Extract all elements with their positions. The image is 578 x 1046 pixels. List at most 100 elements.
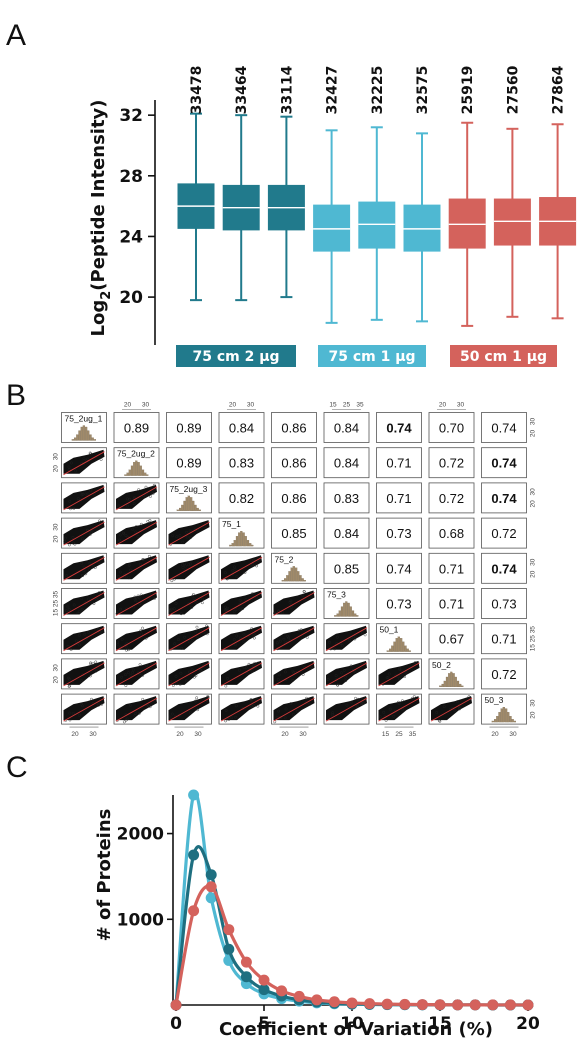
histogram-bar [334, 615, 337, 617]
left-tick-label: 20 [53, 465, 60, 473]
correlation-cell [481, 447, 527, 479]
scatter-point [190, 606, 194, 609]
scatter-cloud [116, 484, 157, 509]
histogram-bar [93, 439, 97, 441]
matrix-cell-8-6 [376, 693, 422, 725]
right-tick-label: 15 [530, 644, 537, 652]
scatter-point [224, 607, 228, 611]
histogram-bar [395, 638, 398, 652]
histogram-bar [87, 430, 90, 441]
histogram-bar [80, 426, 83, 441]
histogram-bar [78, 430, 81, 441]
scatter-point [116, 574, 120, 578]
histogram-bar [187, 495, 190, 511]
scatter-point [170, 712, 174, 716]
scatter-point [68, 718, 72, 722]
fit-line [115, 697, 158, 722]
scatter-point [302, 590, 306, 593]
scatter-point [223, 605, 227, 609]
correlation-cell [113, 412, 160, 443]
scatter-point [141, 673, 145, 677]
scatter-cloud [221, 696, 262, 721]
scatter-point [277, 709, 281, 713]
scatter-point [98, 519, 101, 523]
top-tick-label: 20 [439, 402, 447, 409]
scatter-point [385, 676, 389, 680]
histogram-bar [400, 638, 403, 652]
scatter-point [173, 577, 176, 581]
histogram-bar [445, 676, 449, 688]
scatter-point [224, 719, 227, 723]
scatter-point [84, 601, 88, 605]
histogram-bar [509, 716, 512, 723]
scatter-point [250, 669, 254, 673]
scatter-point [382, 710, 386, 714]
matrix-cell-1-0 [61, 447, 107, 479]
scatter-point [69, 648, 73, 651]
fit-line [168, 592, 210, 616]
sample-label: 75_2ug_1 [65, 414, 103, 424]
fit-line [273, 627, 315, 652]
scatter-point [72, 541, 75, 545]
scatter-point [76, 611, 80, 615]
scatter-point [251, 558, 255, 562]
correlation-cell [428, 482, 475, 514]
correlation-value: 0.74 [491, 561, 517, 576]
histogram-bar [459, 683, 462, 688]
box-series [177, 112, 577, 327]
matrix-cell-8-7 [428, 693, 475, 725]
correlation-cell [481, 658, 527, 690]
y-axis-title: Log2(Peptide Intensity) [88, 99, 114, 336]
x-tick-label-c: 10 [340, 1014, 364, 1034]
scatter-point [453, 709, 457, 712]
matrix-cell-3-3: 75_1 [218, 517, 265, 549]
scatter-cloud [63, 449, 105, 474]
scatter-point [435, 711, 439, 714]
scatter-point [224, 709, 228, 712]
histogram-bar [251, 544, 254, 547]
scatter-point [301, 673, 305, 676]
scatter-point [353, 634, 357, 638]
scatter-point [242, 632, 246, 636]
matrix-cell-0-6: 0.74 [376, 412, 422, 443]
matrix-cell-6-7: 0.67 [428, 623, 475, 655]
histogram-bar [128, 469, 131, 476]
scatter-point [348, 638, 351, 642]
histogram-bar [231, 543, 234, 547]
histogram-bar [354, 613, 357, 617]
scatter-point [171, 534, 175, 538]
scatter-cloud [116, 696, 157, 721]
histogram-bar [496, 716, 499, 723]
x-tick-label-c: 5 [258, 1014, 270, 1034]
histogram-bar [500, 708, 503, 723]
matrix-cell-2-0 [61, 482, 107, 514]
group-label: 75 cm 2 µg [192, 349, 279, 365]
box-4 [313, 129, 351, 324]
iqr-box [448, 198, 486, 249]
scatter-point [86, 597, 90, 601]
scatter-point [124, 645, 128, 649]
scatter-point [87, 630, 91, 634]
correlation-value: 0.74 [491, 421, 516, 436]
scatter-cloud [326, 696, 367, 721]
scatter-point [287, 636, 290, 640]
matrix-cell-1-5: 0.84 [323, 447, 370, 479]
scatter-point [94, 669, 98, 673]
histogram-bar [244, 536, 247, 547]
scatter-point [378, 715, 382, 719]
right-tick-label: 30 [530, 488, 537, 496]
histogram-bar [386, 650, 389, 652]
scatter-point [251, 563, 255, 567]
scatter-point [392, 714, 396, 718]
histogram-bar [144, 472, 147, 476]
scatter-cloud [221, 590, 262, 615]
group-label: 75 cm 1 µg [328, 349, 415, 365]
correlation-value: 0.84 [334, 456, 359, 471]
left-tick-label: 30 [53, 453, 60, 461]
scatter-point [194, 699, 197, 703]
correlation-value: 0.72 [439, 456, 464, 471]
y-axis-title-subscript: 2 [99, 291, 114, 300]
histogram-cell [166, 482, 212, 514]
top-tick-label: 20 [229, 402, 237, 409]
